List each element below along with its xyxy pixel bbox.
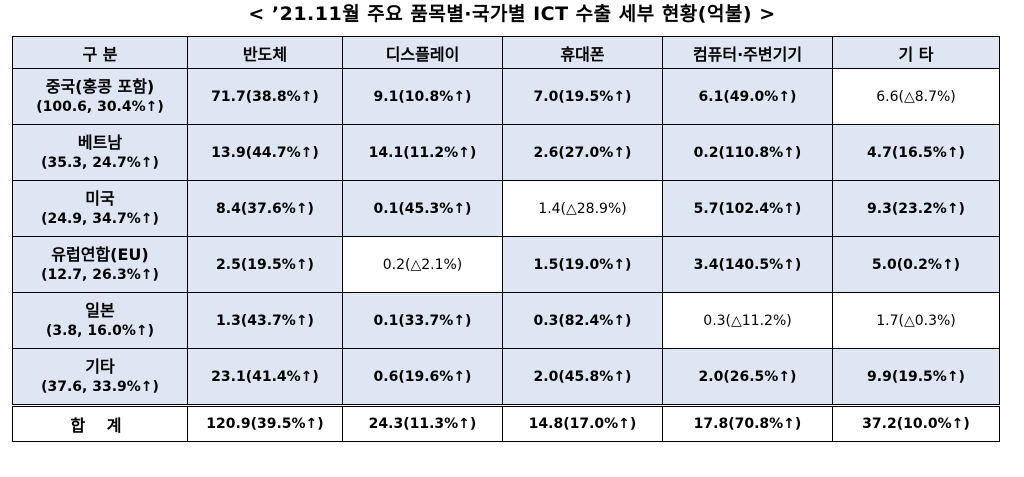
row-country-name: 유럽연합(EU) <box>51 244 149 264</box>
table-cell: 4.7(16.5%↑) <box>832 124 1000 181</box>
row-header: 유럽연합(EU) (12.7, 26.3%↑) <box>12 236 188 293</box>
table-row: 기타 (37.6, 33.9%↑) 23.1(41.4%↑) 0.6(19.6%↑) 2… <box>12 348 1000 406</box>
table-cell: 7.0(19.5%↑) <box>502 68 663 125</box>
row-country-summary: (3.8, 16.0%↑) <box>45 322 155 339</box>
total-cell: 24.3(11.3%↑) <box>342 404 503 442</box>
table-cell: 5.0(0.2%↑) <box>832 236 1000 293</box>
table-row: 미국 (24.9, 34.7%↑) 8.4(37.6%↑) 0.1(45.3%↑) 1.… <box>12 180 1000 237</box>
table-cell: 6.1(49.0%↑) <box>662 68 833 125</box>
table-cell: 9.1(10.8%↑) <box>342 68 503 125</box>
table-cell: 2.6(27.0%↑) <box>502 124 663 181</box>
header-corner: 구 분 <box>12 36 188 69</box>
table-cell: 5.7(102.4%↑) <box>662 180 833 237</box>
table-row: 베트남 (35.3, 24.7%↑) 13.9(44.7%↑) 14.1(11.2%↑… <box>12 124 1000 181</box>
row-country-name: 미국 <box>85 188 115 208</box>
table-cell: 8.4(37.6%↑) <box>187 180 343 237</box>
row-country-summary: (12.7, 26.3%↑) <box>41 266 159 283</box>
table-cell: 3.4(140.5%↑) <box>662 236 833 293</box>
header-display: 디스플레이 <box>342 36 503 69</box>
table-cell: 1.7(△0.3%) <box>832 292 1000 349</box>
row-country-summary: (35.3, 24.7%↑) <box>41 154 159 171</box>
row-header: 기타 (37.6, 33.9%↑) <box>12 348 188 406</box>
total-cell: 14.8(17.0%↑) <box>502 404 663 442</box>
table-cell: 0.3(△11.2%) <box>662 292 833 349</box>
table-cell: 0.2(110.8%↑) <box>662 124 833 181</box>
header-others: 기 타 <box>832 36 1000 69</box>
table-cell: 2.0(45.8%↑) <box>502 348 663 406</box>
row-country-name: 일본 <box>85 300 115 320</box>
row-country-summary: (24.9, 34.7%↑) <box>41 210 159 227</box>
table-cell: 0.1(45.3%↑) <box>342 180 503 237</box>
total-cell: 17.8(70.8%↑) <box>662 404 833 442</box>
header-row: 구 분 반도체 디스플레이 휴대폰 컴퓨터·주변기기 기 타 <box>12 36 1000 69</box>
table-cell: 0.1(33.7%↑) <box>342 292 503 349</box>
total-cell: 37.2(10.0%↑) <box>832 404 1000 442</box>
total-label: 합 계 <box>12 404 188 442</box>
row-country-summary: (100.6, 30.4%↑) <box>36 98 164 115</box>
table-cell: 2.5(19.5%↑) <box>187 236 343 293</box>
table-cell: 23.1(41.4%↑) <box>187 348 343 406</box>
table-row: 중국(홍콩 포함) (100.6, 30.4%↑) 71.7(38.8%↑) 9.1(… <box>12 68 1000 125</box>
row-header: 베트남 (35.3, 24.7%↑) <box>12 124 188 181</box>
ict-export-table: 구 분 반도체 디스플레이 휴대폰 컴퓨터·주변기기 기 타 중국(홍콩 포함)… <box>12 36 1000 442</box>
header-mobile-phone: 휴대폰 <box>502 36 663 69</box>
table-title: < ’21.11월 주요 품목별·국가별 ICT 수출 세부 현황(억불) > <box>248 3 776 25</box>
row-header: 미국 (24.9, 34.7%↑) <box>12 180 188 237</box>
table-cell: 1.5(19.0%↑) <box>502 236 663 293</box>
table-cell: 14.1(11.2%↑) <box>342 124 503 181</box>
header-semiconductor: 반도체 <box>187 36 343 69</box>
total-cell: 120.9(39.5%↑) <box>187 404 343 442</box>
row-header: 중국(홍콩 포함) (100.6, 30.4%↑) <box>12 68 188 125</box>
row-country-name: 중국(홍콩 포함) <box>45 76 155 96</box>
table-cell: 2.0(26.5%↑) <box>662 348 833 406</box>
row-header: 일본 (3.8, 16.0%↑) <box>12 292 188 349</box>
table-row: 유럽연합(EU) (12.7, 26.3%↑) 2.5(19.5%↑) 0.2(△2.… <box>12 236 1000 293</box>
table-cell: 9.3(23.2%↑) <box>832 180 1000 237</box>
table-cell: 6.6(△8.7%) <box>832 68 1000 125</box>
row-country-summary: (37.6, 33.9%↑) <box>41 378 159 395</box>
total-row: 합 계 120.9(39.5%↑) 24.3(11.3%↑) 14.8(17.0… <box>12 404 1000 442</box>
table-cell: 9.9(19.5%↑) <box>832 348 1000 406</box>
table-cell: 1.4(△28.9%) <box>502 180 663 237</box>
table-cell: 13.9(44.7%↑) <box>187 124 343 181</box>
table-cell: 0.6(19.6%↑) <box>342 348 503 406</box>
table-cell: 0.2(△2.1%) <box>342 236 503 293</box>
row-country-name: 베트남 <box>77 132 123 152</box>
table-cell: 0.3(82.4%↑) <box>502 292 663 349</box>
table-row: 일본 (3.8, 16.0%↑) 1.3(43.7%↑) 0.1(33.7%↑) 0.3… <box>12 292 1000 349</box>
header-computer-peripherals: 컴퓨터·주변기기 <box>662 36 833 69</box>
row-country-name: 기타 <box>85 356 115 376</box>
table-cell: 71.7(38.8%↑) <box>187 68 343 125</box>
table-cell: 1.3(43.7%↑) <box>187 292 343 349</box>
